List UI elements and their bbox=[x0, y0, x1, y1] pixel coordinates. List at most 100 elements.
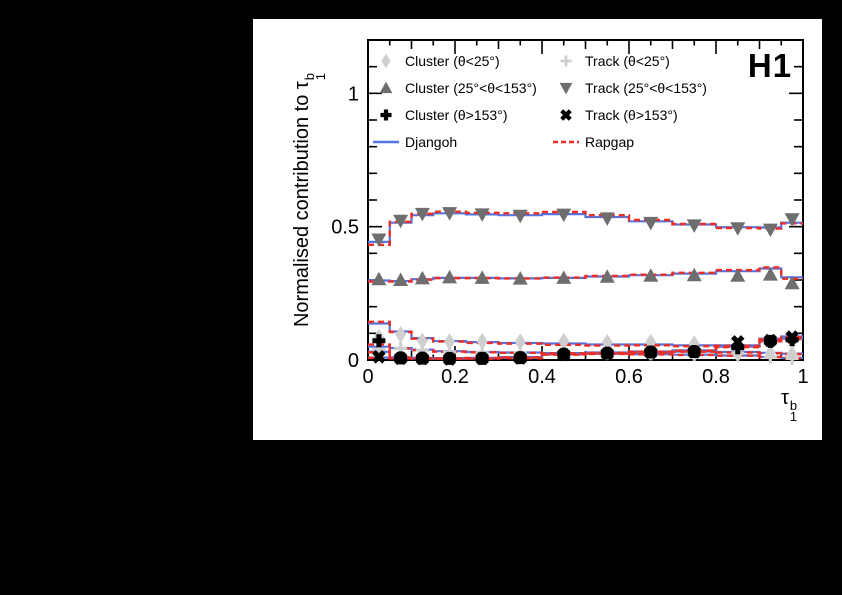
legend-label: Rapgap bbox=[585, 134, 635, 150]
legend-marker-glyph bbox=[373, 140, 399, 144]
marker-cluster_mid bbox=[474, 270, 490, 284]
legend-item-cluster-mid: Cluster (25°<θ<153°) bbox=[373, 79, 537, 97]
marker-cluster_low bbox=[416, 332, 428, 350]
histogram-rapgap-track_back bbox=[368, 335, 803, 360]
legend-item-djangoh: Djangoh bbox=[373, 133, 457, 151]
legend-plus-bold bbox=[380, 109, 392, 121]
legend-marker-glyph bbox=[379, 81, 393, 94]
solid-line-icon bbox=[373, 134, 399, 150]
marker-track_back bbox=[475, 351, 489, 366]
legend-label: Track (25°<θ<153°) bbox=[585, 80, 707, 96]
marker-track_mid bbox=[686, 219, 702, 233]
data-markers bbox=[371, 207, 800, 366]
marker-track_back bbox=[556, 347, 571, 362]
x-tick-label: 0.4 bbox=[528, 366, 556, 388]
legend-item-rapgap: Rapgap bbox=[553, 133, 634, 151]
marker-cluster_mid bbox=[730, 268, 746, 282]
marker-cluster_mid bbox=[686, 267, 702, 282]
x-tick-label: 0.6 bbox=[615, 366, 643, 388]
marker-track_back bbox=[415, 351, 430, 366]
legend-marker-glyph bbox=[559, 82, 573, 95]
histogram-rapgap-cluster_mid bbox=[368, 266, 803, 283]
marker-track_back bbox=[393, 351, 408, 366]
marker-cluster_mid bbox=[556, 270, 572, 284]
marker-track_mid bbox=[474, 208, 490, 222]
legend-x-bold bbox=[560, 109, 572, 121]
marker-cluster_mid bbox=[393, 272, 409, 286]
marker-track_mid bbox=[442, 207, 458, 221]
legend-label: Track (θ>153°) bbox=[585, 107, 678, 123]
legend-item-track-mid: Track (25°<θ<153°) bbox=[553, 79, 707, 97]
y-tick-label: 1 bbox=[348, 83, 359, 105]
marker-cluster_low bbox=[514, 333, 526, 351]
marker-track_mid bbox=[784, 213, 800, 227]
histogram-rapgap-cluster_low bbox=[368, 320, 803, 356]
legend-label: Cluster (θ<25°) bbox=[405, 53, 500, 69]
legend-triangle-down bbox=[559, 82, 573, 95]
legend-item-cluster-back: Cluster (θ>153°) bbox=[373, 106, 507, 124]
marker-cluster_low bbox=[476, 332, 488, 350]
y-axis-title-text: Normalised contribution to bbox=[291, 89, 313, 328]
x-tick-label: 0 bbox=[362, 366, 373, 388]
marker-track_mid bbox=[512, 209, 528, 224]
bold-plus-marker-icon bbox=[373, 107, 399, 123]
marker-cluster_mid bbox=[762, 267, 778, 281]
marker-track_back bbox=[687, 345, 702, 359]
marker-track_low bbox=[785, 351, 799, 365]
legend-plus bbox=[560, 55, 572, 67]
experiment-logo: H1 bbox=[747, 47, 793, 84]
marker-track_mid bbox=[599, 212, 615, 226]
marker-track_mid bbox=[393, 214, 409, 229]
plot-panel bbox=[253, 19, 822, 440]
marker-track_mid bbox=[556, 208, 572, 223]
tau-symbol: τ bbox=[291, 81, 313, 90]
marker-track_low bbox=[763, 350, 777, 364]
marker-cluster_mid bbox=[784, 275, 800, 290]
marker-cluster_mid bbox=[371, 271, 387, 286]
marker-track_back bbox=[600, 346, 615, 361]
y-tick-label: 0 bbox=[348, 350, 359, 372]
marker-track_mid bbox=[371, 233, 387, 247]
marker-cluster_mid bbox=[442, 269, 458, 284]
tau-subscript: 1 bbox=[789, 408, 798, 424]
marker-track_back bbox=[785, 330, 799, 344]
marker-track_back bbox=[643, 345, 658, 360]
marker-track_back bbox=[730, 335, 745, 349]
marker-cluster_low bbox=[558, 332, 570, 350]
legend-marker-glyph bbox=[380, 109, 392, 121]
marker-cluster_mid bbox=[414, 270, 430, 285]
x-tick-label: 0.2 bbox=[441, 366, 469, 388]
dashed-line-icon bbox=[553, 134, 579, 150]
marker-track_mid bbox=[762, 223, 778, 238]
legend-label: Cluster (θ>153°) bbox=[405, 107, 508, 123]
marker-track_mid bbox=[414, 207, 430, 222]
legend-diamond bbox=[381, 53, 391, 69]
marker-track_back bbox=[372, 350, 386, 364]
legend-item-track-lt25: Track (θ<25°) bbox=[553, 52, 670, 70]
diamond-marker-icon bbox=[373, 53, 399, 69]
legend-label: Track (θ<25°) bbox=[585, 53, 670, 69]
marker-track_back bbox=[513, 351, 528, 365]
legend-triangle-up bbox=[379, 81, 393, 94]
legend-marker-glyph bbox=[560, 55, 572, 67]
legend-item-track-back: Track (θ>153°) bbox=[553, 106, 678, 124]
legend-label: Djangoh bbox=[405, 134, 458, 150]
legend-marker-glyph bbox=[381, 53, 391, 69]
marker-track_mid bbox=[643, 216, 659, 231]
legend-marker-glyph bbox=[553, 140, 579, 144]
legend-marker-glyph bbox=[560, 109, 572, 121]
marker-track_back bbox=[763, 333, 778, 348]
triangle-up-marker-icon bbox=[373, 80, 399, 96]
tau-superscript: b bbox=[789, 397, 798, 413]
axis-tick-labels: 0 0.2 0.4 0.6 0.8 1 0 0.5 1 bbox=[331, 83, 808, 388]
marker-cluster_low bbox=[444, 333, 456, 351]
marker-cluster_mid bbox=[599, 269, 615, 283]
marker-cluster_back bbox=[372, 334, 386, 348]
legend-label: Cluster (25°<θ<153°) bbox=[405, 80, 537, 96]
marker-cluster_mid bbox=[643, 268, 659, 282]
legend-item-cluster-lt25: Cluster (θ<25°) bbox=[373, 52, 500, 70]
plus-marker-icon bbox=[553, 53, 579, 69]
